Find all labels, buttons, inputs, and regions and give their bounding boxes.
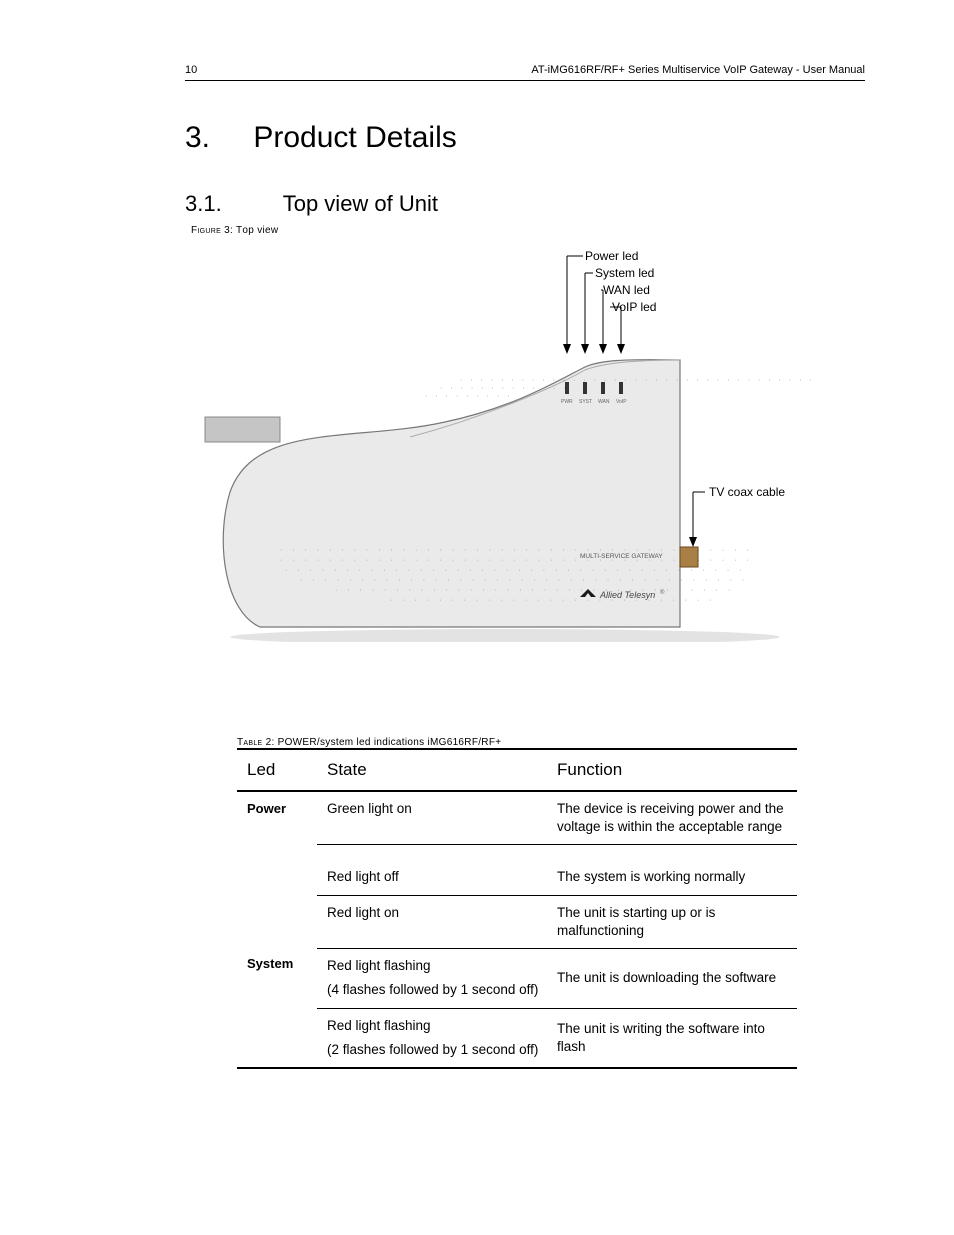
svg-text:· · · · · · · · · · · · ·: · · · · · · · · · · · · · [440, 385, 569, 392]
col-function: Function [547, 750, 797, 790]
header-title: AT-iMG616RF/RF+ Series Multiservice VoIP… [531, 64, 865, 76]
manual-page: 10 AT-iMG616RF/RF+ Series Multiservice V… [185, 80, 865, 1069]
header-rule: 10 AT-iMG616RF/RF+ Series Multiservice V… [185, 80, 865, 81]
table-row: Red light on The unit is starting up or … [237, 896, 797, 948]
device-svg: Power led System led WAN led VoIP led [185, 242, 865, 642]
callout-system: System led [595, 266, 654, 280]
subsection-number: 3.1. [185, 191, 277, 217]
led-table: Led State Function Power Green light on … [237, 748, 797, 1069]
svg-text:PWR: PWR [561, 399, 573, 405]
table-row: Red light flashing (4 flashes followed b… [237, 949, 797, 1007]
svg-text:VoIP: VoIP [616, 399, 627, 405]
svg-text:®: ® [660, 589, 665, 596]
gateway-label: MULTI-SERVICE GATEWAY [580, 553, 663, 560]
page-number: 10 [185, 64, 197, 76]
figure-caption: Figure 3: Top view [191, 225, 865, 236]
col-state: State [317, 750, 547, 790]
callout-power: Power led [585, 249, 638, 263]
svg-text:· · · · · · · · · · · · · · ·: · · · · · · · · · · · · · · · · · · · · … [335, 587, 734, 594]
svg-text:· · · · · · · · · · · · · · ·: · · · · · · · · · · · · · · · · · · · · … [460, 377, 815, 384]
section-title: Product Details [253, 121, 456, 154]
svg-text:· · · · · · · · · · · · · · ·: · · · · · · · · · · · · · · · · · · · · … [300, 577, 748, 584]
subsection-heading: 3.1. Top view of Unit [185, 191, 865, 217]
table-header-row: Led State Function [237, 750, 797, 790]
svg-text:Allied Telesyn: Allied Telesyn [599, 590, 655, 600]
table-row: System Red light off The system is worki… [237, 860, 797, 894]
svg-text:· · · · · · · · · · · · · · ·: · · · · · · · · · · · · · · · · · · · · … [390, 597, 716, 604]
svg-text:· · · · · · · · ·: · · · · · · · · · [425, 393, 513, 400]
callout-wan: WAN led [603, 283, 650, 297]
svg-text:WAN: WAN [598, 399, 610, 405]
col-led: Led [237, 750, 317, 790]
svg-text:· · · · · · · · · · · · · · ·: · · · · · · · · · · · · · · · · · · · · … [285, 567, 746, 574]
callout-coax: TV coax cable [709, 485, 785, 499]
device-diagram: Power led System led WAN led VoIP led [185, 242, 865, 647]
table-row: Power Green light on The device is recei… [237, 792, 797, 844]
section-heading: 3. Product Details [185, 121, 865, 155]
svg-text:SYST: SYST [579, 399, 592, 405]
subsection-title: Top view of Unit [283, 191, 438, 216]
table-row: Red light flashing (2 flashes followed b… [237, 1009, 797, 1067]
table-caption: Table 2: POWER/system led indications iM… [237, 737, 865, 748]
section-number: 3. [185, 121, 245, 155]
